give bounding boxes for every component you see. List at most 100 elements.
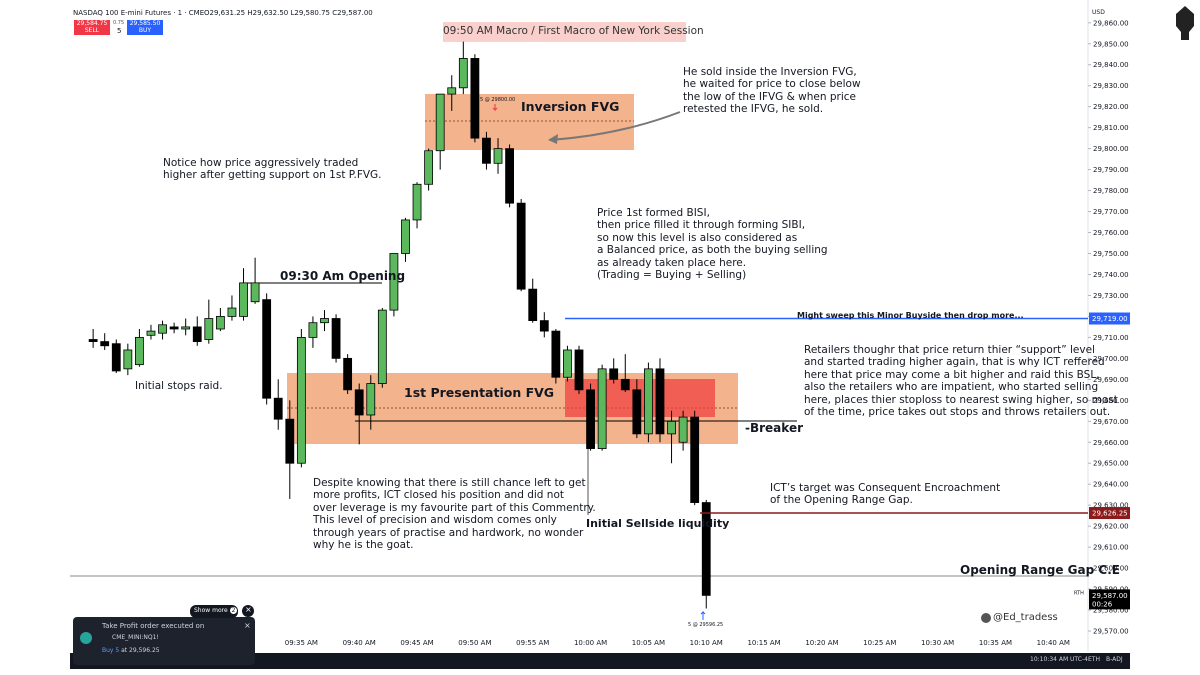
annotation: He sold inside the Inversion FVG, he wait… [683, 66, 861, 116]
symbol: NASDAQ 100 E-mini Futures · 1 · CME [73, 9, 205, 17]
annotation-line: over leverage is my favourite part of th… [313, 501, 596, 514]
buy-button[interactable]: 29,585.50 BUY [127, 20, 163, 35]
x-tick-label: 10:25 AM [863, 639, 896, 647]
annotation-line: This level of precision and wisdom comes… [313, 514, 557, 527]
annotation-line: higher after getting support on 1st P.FV… [163, 169, 382, 182]
watermark-icon [981, 613, 991, 623]
candle-body [516, 202, 526, 290]
candle-body [227, 307, 237, 317]
y-tick-label: 29,850.00 [1093, 40, 1129, 48]
candle-body [482, 137, 491, 164]
x-tick-label: 09:40 AM [343, 639, 376, 647]
annotation: Notice how price aggressively traded high… [163, 157, 382, 182]
annotation-line: (Trading = Buying + Selling) [597, 269, 747, 282]
sell-arrow [492, 104, 498, 112]
annotation-line: also the retailers who are impatient, wh… [804, 381, 1099, 394]
candle-body [100, 341, 110, 347]
clock: 10:10:34 AM UTC-4 [1030, 656, 1088, 663]
candle-body [285, 418, 295, 464]
y-tick-label: 29,690.00 [1093, 376, 1129, 384]
candle-body [620, 378, 630, 391]
annotation-line: Despite knowing that there is still chan… [313, 477, 586, 489]
close-x[interactable]: × [245, 605, 252, 614]
y-tick-label: 29,760.00 [1093, 229, 1129, 237]
watermark: @Ed_tradess [993, 612, 1058, 623]
y-tick-label: 29,860.00 [1093, 19, 1129, 27]
adj[interactable]: B-ADJ [1106, 656, 1123, 663]
x-tick-label: 10:00 AM [574, 639, 607, 647]
annotation-line: he waited for price to close below [683, 78, 861, 91]
annotation-line: ICT’s target was Consequent Encroachment [770, 482, 1001, 494]
y-tick-label: 29,640.00 [1093, 481, 1129, 489]
annotation: Retailers thoughr that price return thie… [804, 344, 1118, 418]
price-tag [1089, 312, 1130, 325]
candle-body [181, 326, 191, 330]
show-more[interactable] [190, 605, 238, 618]
annotation-line: He sold inside the Inversion FVG, [683, 66, 857, 78]
last-price-label: 29,587.00 [1092, 592, 1128, 600]
candle-body [447, 87, 457, 95]
candle-body [678, 416, 688, 443]
candle-body [366, 383, 376, 416]
sell-button[interactable]: 29,584.75 SELL [74, 20, 110, 35]
annotation: Despite knowing that there is still chan… [313, 477, 596, 551]
x-tick-label: 10:40 AM [1037, 639, 1070, 647]
toast-icon [80, 632, 92, 644]
candle-body [204, 318, 214, 340]
close-toast[interactable] [242, 605, 254, 617]
arrow-head [548, 134, 558, 144]
level-label: -Breaker [745, 421, 803, 435]
candle-body [354, 389, 364, 416]
annotation-line: here that price may come a bit higher an… [804, 368, 1100, 381]
toast-symbol: CME_MINI:NQ1! [112, 634, 159, 641]
candle-body [215, 316, 225, 330]
candle-body [424, 150, 434, 185]
y-tick-label: 29,610.00 [1093, 544, 1129, 552]
eth[interactable]: ETH [1088, 656, 1100, 663]
plot [88, 41, 711, 609]
toast-close[interactable]: × [244, 621, 251, 630]
candle-body [690, 416, 700, 503]
qty: 5 [117, 27, 122, 35]
candle-body [574, 349, 584, 391]
toast-title: Take Profit order executed on [102, 622, 205, 630]
y-tick-label: 29,800.00 [1093, 145, 1129, 153]
candle-body [505, 148, 514, 204]
candle-body [667, 420, 676, 435]
candle-body [320, 318, 329, 324]
candle-body [239, 282, 248, 317]
banner: 09:50 AM Macro / First Macro of New York… [443, 25, 704, 37]
candle-body [528, 288, 538, 322]
y-tick-label: 29,730.00 [1093, 292, 1129, 300]
annotation-line: here, places thier stoploss to nearest s… [804, 393, 1118, 406]
currency: USD [1092, 9, 1105, 16]
candle-body [158, 324, 167, 334]
y-tick-label: 29,660.00 [1093, 439, 1129, 447]
toast-price: at 29,596.25 [121, 647, 160, 654]
candle-body [88, 339, 98, 342]
candle-body [563, 349, 572, 378]
candle-body [401, 219, 410, 254]
price-tag [1089, 507, 1130, 520]
x-tick-label: 10:10 AM [690, 639, 723, 647]
annotation-line: then price filled it through forming SIB… [597, 219, 806, 232]
y-tick-label: 29,750.00 [1093, 250, 1129, 258]
annotation: Price 1st formed BISI, then price filled … [597, 207, 828, 281]
candle-body [146, 330, 156, 336]
x-tick-label: 10:30 AM [921, 639, 954, 647]
candle-body [655, 368, 665, 435]
show-more-text[interactable]: Show more 2 [194, 607, 238, 614]
candle-body [435, 93, 445, 152]
spread: 0.75 [113, 20, 125, 26]
y-tick-label: 29,620.00 [1093, 523, 1129, 531]
candle-body [597, 368, 607, 449]
buy-label: BUY [138, 27, 152, 34]
annotation-line: Initial stops raid. [135, 380, 223, 392]
x-tick-label: 09:45 AM [400, 639, 433, 647]
toast [73, 617, 255, 665]
candle-body [701, 502, 711, 596]
y-tick-label: 29,810.00 [1093, 124, 1129, 132]
y-tick-label: 29,670.00 [1093, 418, 1129, 426]
annotation-line: more profits, ICT closed his position an… [313, 489, 564, 502]
